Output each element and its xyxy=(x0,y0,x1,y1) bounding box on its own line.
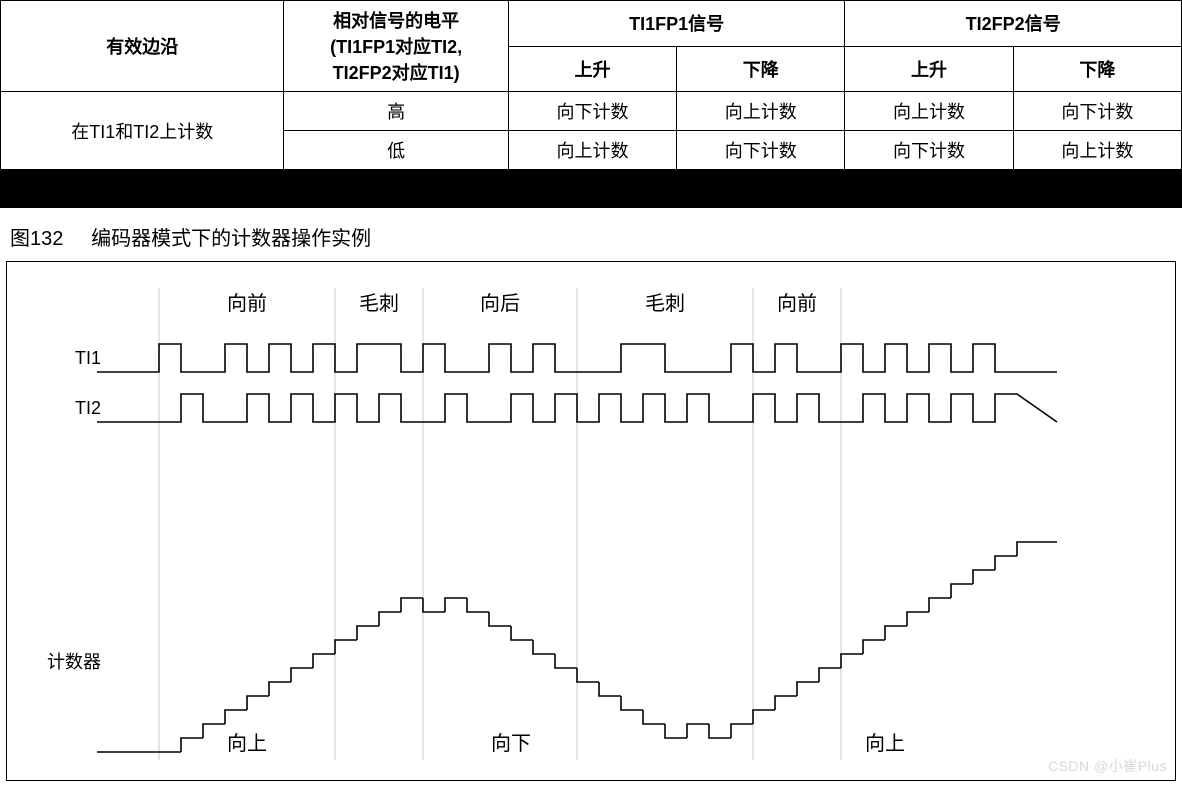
phase-label: 向后 xyxy=(480,292,520,315)
count-direction-table: 有效边沿 相对信号的电平(TI1FP1对应TI2,TI2FP2对应TI1) TI… xyxy=(0,0,1182,170)
cell-level: 高 xyxy=(284,92,508,131)
cell-ti1_rise: 向上计数 xyxy=(508,131,676,170)
th-level: 相对信号的电平(TI1FP1对应TI2,TI2FP2对应TI1) xyxy=(284,1,508,92)
ti2-waveform xyxy=(97,394,1057,422)
th-ti2: TI2FP2信号 xyxy=(845,1,1182,47)
counter-label: 计数器 xyxy=(47,652,101,672)
cell-ti1_rise: 向下计数 xyxy=(508,92,676,131)
th-ti1-fall: 下降 xyxy=(677,46,845,92)
watermark-text: CSDN @小崔Plus xyxy=(1048,756,1167,776)
direction-label: 向下 xyxy=(491,732,531,755)
cell-ti1_fall: 向下计数 xyxy=(677,131,845,170)
th-ti2-rise: 上升 xyxy=(845,46,1013,92)
cell-level: 低 xyxy=(284,131,508,170)
cell-ti2_rise: 向下计数 xyxy=(845,131,1013,170)
cell-ti1_fall: 向上计数 xyxy=(677,92,845,131)
th-ti2-fall: 下降 xyxy=(1013,46,1181,92)
cell-ti2_rise: 向上计数 xyxy=(845,92,1013,131)
direction-label: 向上 xyxy=(227,732,267,755)
ti2-label: TI2 xyxy=(75,398,101,418)
th-ti1: TI1FP1信号 xyxy=(508,1,845,47)
th-edge: 有效边沿 xyxy=(1,1,284,92)
figure-number: 图132 xyxy=(10,228,63,250)
phase-label: 向前 xyxy=(227,292,267,315)
cell-ti2_fall: 向下计数 xyxy=(1013,92,1181,131)
figure-caption-text: 编码器模式下的计数器操作实例 xyxy=(91,228,371,250)
separator-bar xyxy=(0,170,1182,208)
row-label: 在TI1和TI2上计数 xyxy=(1,92,284,170)
timing-diagram: 向前 毛刺 向后 毛刺 向前 TI1 TI2 计数器向上 向下 向上 CSDN @小崔Plus xyxy=(6,261,1176,781)
ti1-label: TI1 xyxy=(75,348,101,368)
cell-ti2_fall: 向上计数 xyxy=(1013,131,1181,170)
th-ti1-rise: 上升 xyxy=(508,46,676,92)
phase-label: 毛刺 xyxy=(359,292,399,315)
phase-label: 毛刺 xyxy=(645,292,685,315)
phase-label: 向前 xyxy=(777,292,817,315)
direction-label: 向上 xyxy=(865,732,905,755)
figure-caption: 图132 编码器模式下的计数器操作实例 xyxy=(0,208,1182,261)
